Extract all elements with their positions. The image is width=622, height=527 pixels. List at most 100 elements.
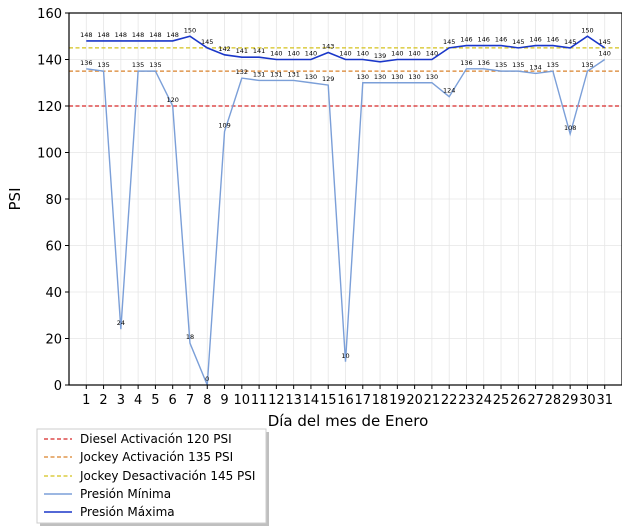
grid xyxy=(69,12,622,386)
legend-entry-label: Presión Mínima xyxy=(80,487,171,501)
x-tick-label: 7 xyxy=(186,393,194,408)
x-tick-label: 27 xyxy=(527,393,544,408)
x-tick-label: 18 xyxy=(372,393,389,408)
data-label: 130 xyxy=(305,73,317,81)
series-lines xyxy=(86,35,606,386)
data-label: 142 xyxy=(218,45,230,53)
data-label: 148 xyxy=(115,31,127,39)
data-label: 135 xyxy=(512,61,524,69)
series-max-line xyxy=(86,35,606,63)
data-label: 148 xyxy=(80,31,92,39)
data-label: 140 xyxy=(339,50,351,58)
reference-lines xyxy=(69,47,622,107)
x-tick-label: 8 xyxy=(203,393,211,408)
legend-entry-label: Diesel Activación 120 PSI xyxy=(80,432,232,446)
x-tick-label: 19 xyxy=(389,393,406,408)
x-tick-label: 15 xyxy=(320,393,337,408)
data-label: 131 xyxy=(270,70,282,78)
x-tick-label: 23 xyxy=(458,393,475,408)
data-label: 130 xyxy=(426,73,438,81)
data-label: 145 xyxy=(201,38,213,46)
data-label: 145 xyxy=(512,38,524,46)
data-label: 146 xyxy=(495,36,507,44)
data-label: 146 xyxy=(529,36,541,44)
x-tick-label: 13 xyxy=(285,393,302,408)
data-label: 134 xyxy=(529,63,541,71)
x-tick-label: 16 xyxy=(337,393,354,408)
y-tick-label: 100 xyxy=(37,147,62,162)
x-tick-label: 1 xyxy=(82,393,90,408)
data-label: 135 xyxy=(132,61,144,69)
data-label: 131 xyxy=(253,70,265,78)
data-label: 148 xyxy=(166,31,178,39)
data-label: 130 xyxy=(374,73,386,81)
data-label: 24 xyxy=(117,319,125,327)
x-tick-label: 28 xyxy=(545,393,562,408)
x-tick-label: 22 xyxy=(441,393,458,408)
x-tick-label: 5 xyxy=(151,393,159,408)
data-label: 148 xyxy=(149,31,161,39)
data-label: 145 xyxy=(564,38,576,46)
x-tick-label: 3 xyxy=(117,393,125,408)
data-label: 132 xyxy=(236,68,248,76)
x-axis-label: Día del mes de Enero xyxy=(268,412,429,430)
x-tick-label: 25 xyxy=(493,393,510,408)
y-tick-label: 160 xyxy=(37,7,62,22)
y-axis-ticks: 0 20 40 60 80 100 120 140 160 xyxy=(37,7,69,394)
y-tick-label: 60 xyxy=(45,240,62,255)
y-axis-label: PSI xyxy=(6,188,24,211)
data-label: 140 xyxy=(287,50,299,58)
y-tick-label: 0 xyxy=(54,379,62,394)
x-tick-label: 10 xyxy=(234,393,251,408)
x-tick-label: 26 xyxy=(510,393,527,408)
data-label: 135 xyxy=(97,61,109,69)
data-label: 139 xyxy=(374,52,386,60)
data-label: 141 xyxy=(236,47,248,55)
data-label: 108 xyxy=(564,124,576,132)
x-tick-label: 30 xyxy=(579,393,596,408)
data-label: 130 xyxy=(391,73,403,81)
data-label: 140 xyxy=(305,50,317,58)
x-tick-label: 21 xyxy=(424,393,441,408)
y-tick-label: 20 xyxy=(45,333,62,348)
x-tick-label: 24 xyxy=(475,393,492,408)
y-tick-label: 120 xyxy=(37,100,62,115)
y-tick-label: 140 xyxy=(37,54,62,69)
data-label: 0 xyxy=(205,375,209,383)
data-label: 140 xyxy=(357,50,369,58)
data-label: 146 xyxy=(547,36,559,44)
data-label: 145 xyxy=(443,38,455,46)
x-tick-label: 12 xyxy=(268,393,285,408)
data-label: 140 xyxy=(391,50,403,58)
data-label: 145 xyxy=(599,38,611,46)
data-label: 135 xyxy=(149,61,161,69)
data-label: 109 xyxy=(218,122,230,130)
x-tick-label: 2 xyxy=(99,393,107,408)
data-label: 140 xyxy=(270,50,282,58)
data-label: 146 xyxy=(460,36,472,44)
data-label: 124 xyxy=(443,87,455,95)
x-tick-label: 29 xyxy=(562,393,579,408)
x-tick-label: 14 xyxy=(303,393,320,408)
data-label: 135 xyxy=(495,61,507,69)
legend: Diesel Activación 120 PSI Jockey Activaci… xyxy=(36,428,269,526)
data-label: 150 xyxy=(184,26,196,34)
data-label: 143 xyxy=(322,43,334,51)
data-label: 18 xyxy=(186,333,194,341)
data-label: 135 xyxy=(547,61,559,69)
data-label: 141 xyxy=(253,47,265,55)
data-label: 150 xyxy=(581,26,593,34)
data-label: 136 xyxy=(478,59,490,67)
data-label: 129 xyxy=(322,75,334,83)
data-label: 135 xyxy=(581,61,593,69)
x-tick-label: 20 xyxy=(406,393,423,408)
data-label: 136 xyxy=(80,59,92,67)
data-label: 131 xyxy=(287,70,299,78)
data-label: 148 xyxy=(132,31,144,39)
data-label: 146 xyxy=(478,36,490,44)
x-tick-label: 6 xyxy=(169,393,177,408)
data-label: 140 xyxy=(426,50,438,58)
legend-box xyxy=(36,428,267,524)
x-tick-label: 17 xyxy=(355,393,372,408)
